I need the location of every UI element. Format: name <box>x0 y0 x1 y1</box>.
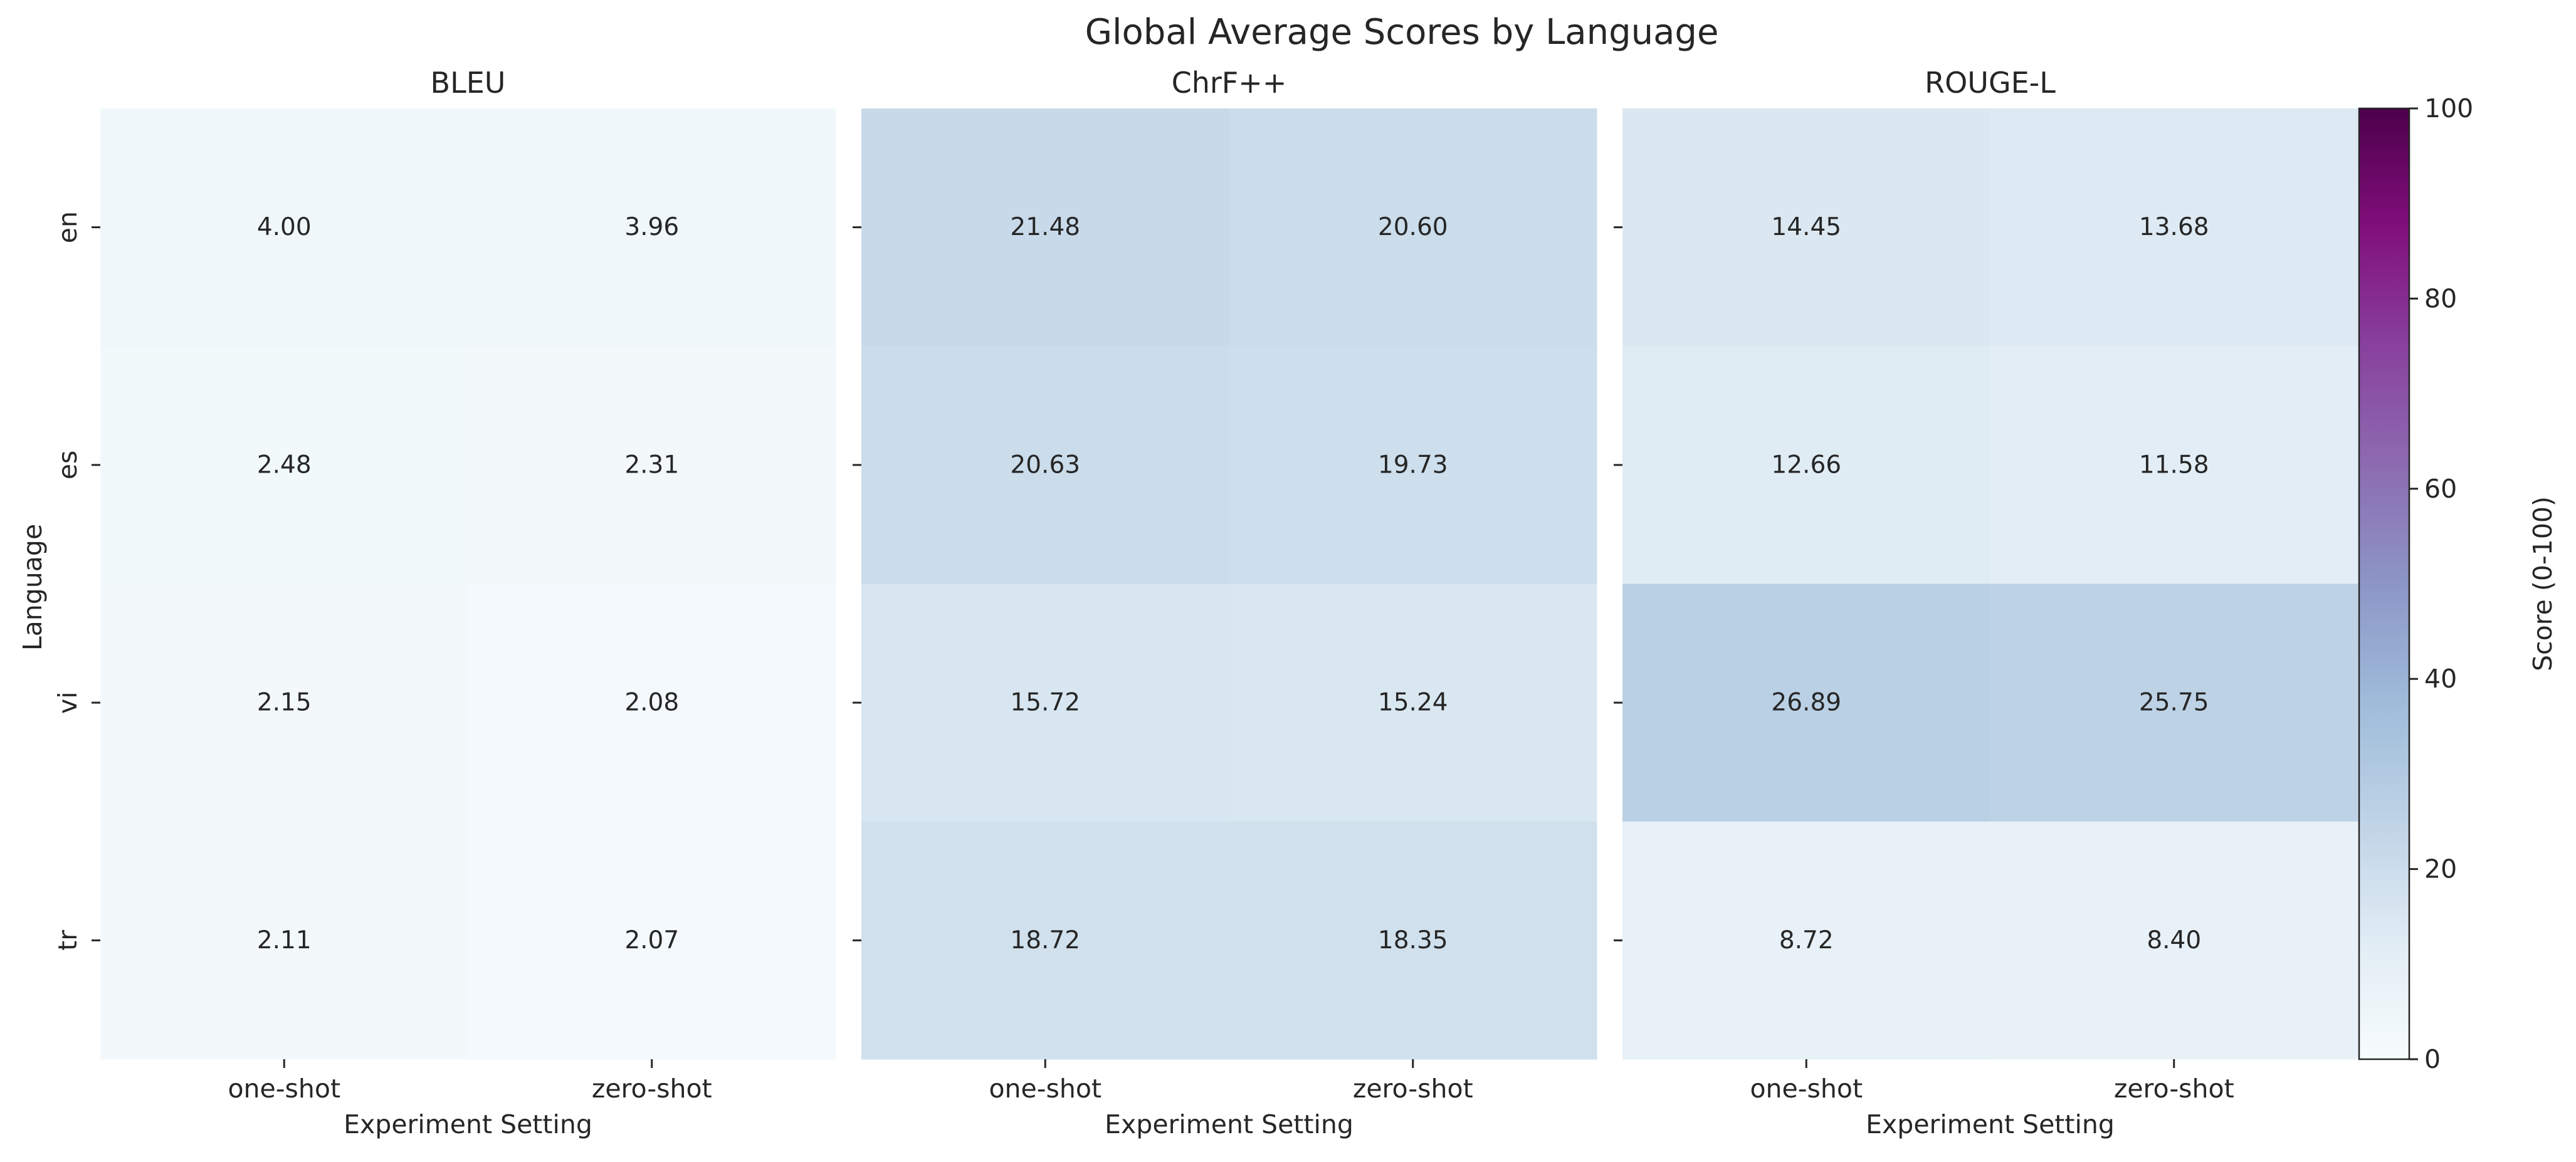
cell-value-label: 8.72 <box>1779 926 1834 955</box>
cell-value-label: 2.08 <box>624 689 679 717</box>
colorbar-tick-label: 60 <box>2424 474 2457 504</box>
x-tick-label: zero-shot <box>592 1074 712 1104</box>
cell-value-label: 12.66 <box>1771 451 1841 479</box>
x-axis-label: Experiment Setting <box>1866 1109 2115 1139</box>
heatmap-cell <box>100 108 468 347</box>
y-tick-label: en <box>53 211 83 243</box>
cell-value-label: 2.31 <box>624 451 679 479</box>
heatmap-cell <box>1622 821 1990 1060</box>
x-axis-label: Experiment Setting <box>1105 1109 1354 1139</box>
cell-value-label: 18.72 <box>1010 926 1080 955</box>
cell-value-label: 8.40 <box>2147 926 2201 955</box>
heatmap-cell <box>100 821 468 1060</box>
heatmap-panel: ROUGE-L 14.45 13.68 12.66 11.58 26.89 25.75 8.7… <box>1614 66 2358 1139</box>
heatmap-cell <box>861 346 1229 584</box>
heatmap-cell <box>468 108 836 347</box>
x-tick-label: one-shot <box>228 1074 340 1104</box>
cell-value-label: 18.35 <box>1378 926 1448 955</box>
heatmap-cell <box>1229 346 1597 584</box>
cell-value-label: 21.48 <box>1010 213 1080 241</box>
y-tick-label: vi <box>53 691 83 714</box>
colorbar-tick-label: 80 <box>2424 283 2457 313</box>
cell-value-label: 2.48 <box>257 451 312 479</box>
heatmap-cell <box>468 346 836 584</box>
cell-value-label: 15.24 <box>1378 689 1448 717</box>
heatmap-cell <box>861 821 1229 1060</box>
heatmap-panel: BLEU 4.00 3.96 2.48 2.31 2.15 2.08 2.11 2.07 en es… <box>53 66 836 1139</box>
cell-value-label: 4.00 <box>257 213 312 241</box>
cell-value-label: 13.68 <box>2139 213 2209 241</box>
cell-value-label: 19.73 <box>1378 451 1448 479</box>
heatmap-cell <box>1229 821 1597 1060</box>
heatmap-cell <box>1622 584 1990 822</box>
heatmap-panel: ChrF++ 21.48 20.60 20.63 19.73 15.72 15.24 18.7… <box>853 66 1597 1139</box>
heatmap-cell <box>1622 108 1990 347</box>
colorbar-label: Score (0-100) <box>2528 496 2558 671</box>
cell-value-label: 2.15 <box>257 689 312 717</box>
cell-value-label: 2.11 <box>257 926 312 955</box>
chart-title: Global Average Scores by Language <box>1085 12 1719 53</box>
x-tick-label: zero-shot <box>2114 1074 2234 1104</box>
heatmap-cell <box>100 346 468 584</box>
colorbar-tick-label: 20 <box>2424 854 2457 884</box>
heatmap-cell <box>1229 108 1597 347</box>
x-tick-label: zero-shot <box>1353 1074 1473 1104</box>
heatmap-cell <box>1990 584 2358 822</box>
cell-value-label: 20.60 <box>1378 213 1448 241</box>
heatmap-cell <box>100 584 468 822</box>
heatmap-cell <box>1990 346 2358 584</box>
colorbar-gradient <box>2358 107 2410 1060</box>
cell-value-label: 26.89 <box>1771 689 1841 717</box>
cell-value-label: 25.75 <box>2139 689 2209 717</box>
y-tick-label: tr <box>53 930 83 951</box>
heatmap-cell <box>468 821 836 1060</box>
colorbar-tick-label: 0 <box>2424 1044 2441 1074</box>
heatmap-panels: BLEU 4.00 3.96 2.48 2.31 2.15 2.08 2.11 2.07 en es… <box>53 66 2358 1139</box>
panel-title: ROUGE-L <box>1925 66 2056 100</box>
cell-value-label: 3.96 <box>624 213 679 241</box>
x-axis-label: Experiment Setting <box>344 1109 592 1139</box>
heatmap-cell <box>1622 346 1990 584</box>
colorbar: 0 20 40 60 80 100 Score (0-100) <box>2358 93 2558 1074</box>
heatmap-cell <box>468 584 836 822</box>
colorbar-tick-label: 100 <box>2424 93 2473 123</box>
heatmap-cell <box>1229 584 1597 822</box>
y-tick-label: es <box>53 451 83 480</box>
cell-value-label: 2.07 <box>624 926 679 955</box>
panel-title: ChrF++ <box>1172 66 1287 100</box>
panel-title: BLEU <box>431 66 506 100</box>
x-tick-label: one-shot <box>989 1074 1101 1104</box>
heatmap-cell <box>861 108 1229 347</box>
cell-value-label: 15.72 <box>1010 689 1080 717</box>
cell-value-label: 11.58 <box>2139 451 2209 479</box>
heatmap-cell <box>1990 108 2358 347</box>
colorbar-tick-label: 40 <box>2424 664 2457 694</box>
heatmap-cell <box>861 584 1229 822</box>
cell-value-label: 20.63 <box>1010 451 1080 479</box>
cell-value-label: 14.45 <box>1771 213 1841 241</box>
y-axis-label: Language <box>18 524 48 651</box>
x-tick-label: one-shot <box>1750 1074 1863 1104</box>
heatmap-cell <box>1990 821 2358 1060</box>
